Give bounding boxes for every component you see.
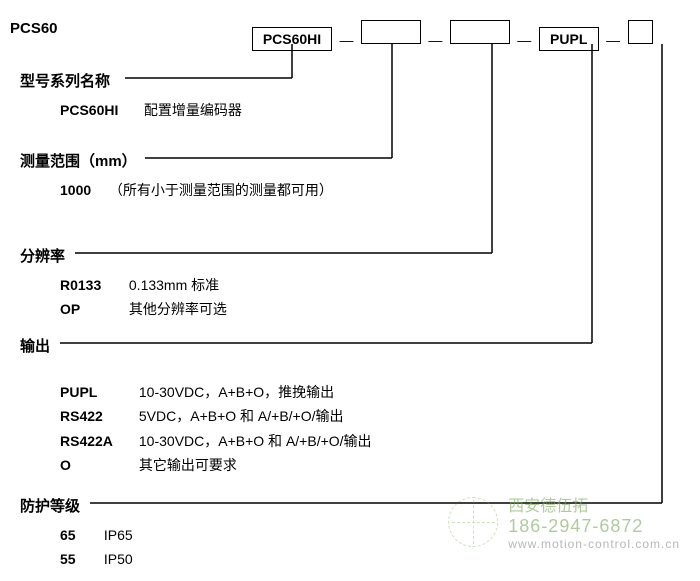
model-key-0: PCS60HI (60, 99, 130, 121)
resolution-key-1: OP (60, 298, 115, 320)
dash-1: — (336, 32, 356, 48)
boxes-group: PCS60HI — — — PUPL — (252, 20, 653, 51)
dash-3: — (514, 32, 534, 48)
dash-4: — (603, 32, 623, 48)
range-key-0: 1000 (60, 179, 105, 201)
output-key-3: O (60, 454, 125, 476)
watermark-company: 西安德伍拓 (508, 492, 680, 516)
section-output-content: PUPL 10-30VDC，A+B+O，推挽输出 RS422 5VDC，A+B+… (60, 381, 372, 477)
dash-2: — (425, 32, 445, 48)
resolution-val-0: 0.133mm 标准 (129, 274, 219, 296)
section-protection-content: 65 IP65 55 IP50 (60, 524, 133, 571)
output-key-2: RS422A (60, 430, 125, 452)
section-protection: 防护等级 65 IP65 55 IP50 (20, 495, 133, 573)
protection-key-1: 55 (60, 548, 90, 570)
output-key-0: PUPL (60, 381, 125, 403)
section-model: 型号系列名称 PCS60HI 配置增量编码器 (20, 70, 242, 123)
section-resolution-content: R0133 0.133mm 标准 OP 其他分辨率可选 (60, 274, 227, 321)
section-output-title: 输出 (20, 335, 50, 356)
model-val-0: 配置增量编码器 (144, 99, 242, 121)
output-val-3: 其它输出可要求 (139, 454, 237, 476)
section-model-title: 型号系列名称 (20, 70, 110, 91)
protection-val-1: IP50 (104, 548, 133, 570)
output-val-0: 10-30VDC，A+B+O，推挽输出 (139, 381, 334, 403)
box-model: PCS60HI (252, 27, 332, 51)
watermark-url: www.motion-control.com.cn (508, 537, 680, 551)
section-model-content: PCS60HI 配置增量编码器 (60, 99, 242, 121)
watermark: 西安德伍拓 186-2947-6872 www.motion-control.c… (508, 492, 680, 551)
section-range-content: 1000 （所有小于测量范围的测量都可用） (60, 179, 333, 201)
box-resolution (450, 20, 510, 44)
protection-key-0: 65 (60, 524, 90, 546)
resolution-key-0: R0133 (60, 274, 115, 296)
box-output: PUPL (539, 27, 599, 51)
box-range (361, 20, 421, 44)
section-protection-title: 防护等级 (20, 495, 80, 516)
section-resolution: 分辨率 R0133 0.133mm 标准 OP 其他分辨率可选 (20, 245, 227, 323)
section-resolution-title: 分辨率 (20, 245, 65, 266)
section-range: 测量范围（mm） 1000 （所有小于测量范围的测量都可用） (20, 150, 333, 203)
protection-val-0: IP65 (104, 524, 133, 546)
watermark-logo-icon (448, 497, 498, 547)
output-val-2: 10-30VDC，A+B+O 和 A/+B/+O/输出 (139, 430, 372, 452)
section-range-title: 测量范围（mm） (20, 150, 137, 171)
box-protection (628, 20, 653, 44)
resolution-val-1: 其他分辨率可选 (129, 298, 227, 320)
output-key-1: RS422 (60, 405, 125, 427)
output-val-1: 5VDC，A+B+O 和 A/+B/+O/输出 (139, 405, 344, 427)
range-val-0: （所有小于测量范围的测量都可用） (109, 179, 333, 201)
watermark-phone: 186-2947-6872 (508, 516, 680, 537)
section-output: 输出 PUPL 10-30VDC，A+B+O，推挽输出 RS422 5VDC，A… (20, 335, 372, 479)
series-label: PCS60 (10, 20, 58, 37)
